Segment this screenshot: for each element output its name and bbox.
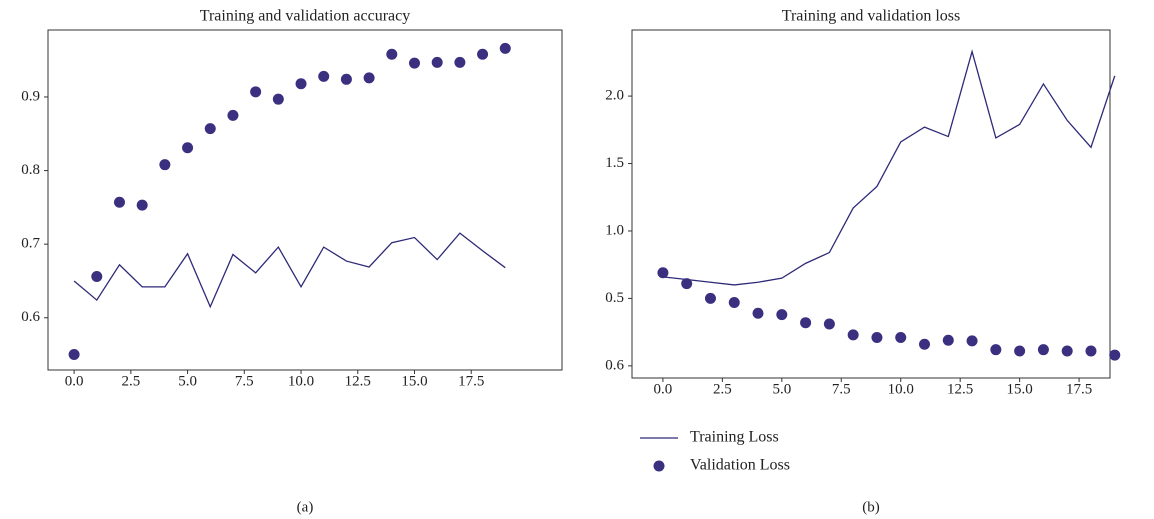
x-tick-label: 5.0	[178, 373, 197, 389]
y-tick-label: 0.5	[605, 290, 624, 306]
data-point	[272, 93, 284, 105]
panel-label: (a)	[297, 499, 314, 515]
data-point	[752, 307, 764, 319]
panel-label: (b)	[862, 499, 880, 515]
data-point	[847, 329, 859, 341]
legend-swatch	[653, 460, 665, 472]
data-point	[1061, 345, 1073, 357]
data-point	[68, 349, 80, 361]
y-tick-label: 0.6	[21, 309, 40, 325]
x-tick-label: 15.0	[1007, 381, 1033, 397]
data-point	[113, 196, 125, 208]
y-tick-label: 0.7	[21, 236, 40, 252]
x-tick-label: 12.5	[345, 373, 371, 389]
data-point	[942, 334, 954, 346]
legend-label: Validation Loss	[690, 457, 790, 474]
data-point	[800, 317, 812, 329]
chart-title: Training and validation accuracy	[200, 8, 410, 25]
data-point	[499, 42, 511, 54]
data-point	[1037, 344, 1049, 356]
data-point	[966, 335, 978, 347]
data-point	[386, 48, 398, 60]
data-point	[227, 109, 239, 121]
x-tick-label: 10.0	[888, 381, 914, 397]
legend-label: Training Loss	[690, 429, 779, 446]
data-point	[340, 73, 352, 85]
x-tick-label: 2.5	[713, 381, 732, 397]
x-tick-label: 0.0	[65, 373, 84, 389]
x-tick-label: 0.0	[654, 381, 673, 397]
x-tick-label: 12.5	[947, 381, 973, 397]
data-point	[318, 70, 330, 82]
data-point	[657, 267, 669, 279]
data-point	[136, 199, 148, 211]
data-point	[1085, 345, 1097, 357]
data-point	[823, 318, 835, 330]
x-tick-label: 17.5	[1066, 381, 1092, 397]
x-tick-label: 10.0	[288, 373, 314, 389]
data-point	[159, 159, 171, 171]
x-tick-label: 2.5	[121, 373, 140, 389]
data-point	[704, 292, 716, 304]
x-tick-label: 5.0	[772, 381, 791, 397]
y-tick-label: 1.5	[605, 155, 624, 171]
plot-frame	[47, 29, 563, 371]
data-point	[91, 271, 103, 283]
x-tick-label: 7.5	[832, 381, 851, 397]
data-point	[363, 72, 375, 84]
data-point	[776, 309, 788, 321]
data-point	[295, 78, 307, 90]
data-point	[1014, 345, 1026, 357]
x-tick-label: 17.5	[458, 373, 484, 389]
line-series	[73, 232, 506, 309]
x-tick-label: 15.0	[401, 373, 427, 389]
data-point	[204, 123, 216, 135]
data-point	[681, 278, 693, 290]
data-point	[728, 296, 740, 308]
data-point	[454, 56, 466, 68]
data-point	[871, 332, 883, 344]
data-point	[990, 344, 1002, 356]
line-series	[662, 49, 1116, 286]
y-tick-label: 0.6	[605, 357, 624, 373]
plot-frame	[631, 29, 1111, 379]
y-tick-label: 0.8	[21, 162, 40, 178]
y-tick-label: 2.0	[605, 88, 624, 104]
data-point	[477, 48, 489, 60]
x-tick-label: 7.5	[235, 373, 254, 389]
data-point	[1109, 349, 1121, 361]
data-point	[182, 142, 194, 154]
data-point	[408, 57, 420, 69]
y-tick-label: 0.9	[21, 88, 40, 104]
data-point	[919, 338, 931, 350]
data-point	[895, 332, 907, 344]
data-point	[250, 86, 262, 98]
data-point	[431, 56, 443, 68]
chart-title: Training and validation loss	[782, 8, 961, 25]
y-tick-label: 1.0	[605, 222, 624, 238]
